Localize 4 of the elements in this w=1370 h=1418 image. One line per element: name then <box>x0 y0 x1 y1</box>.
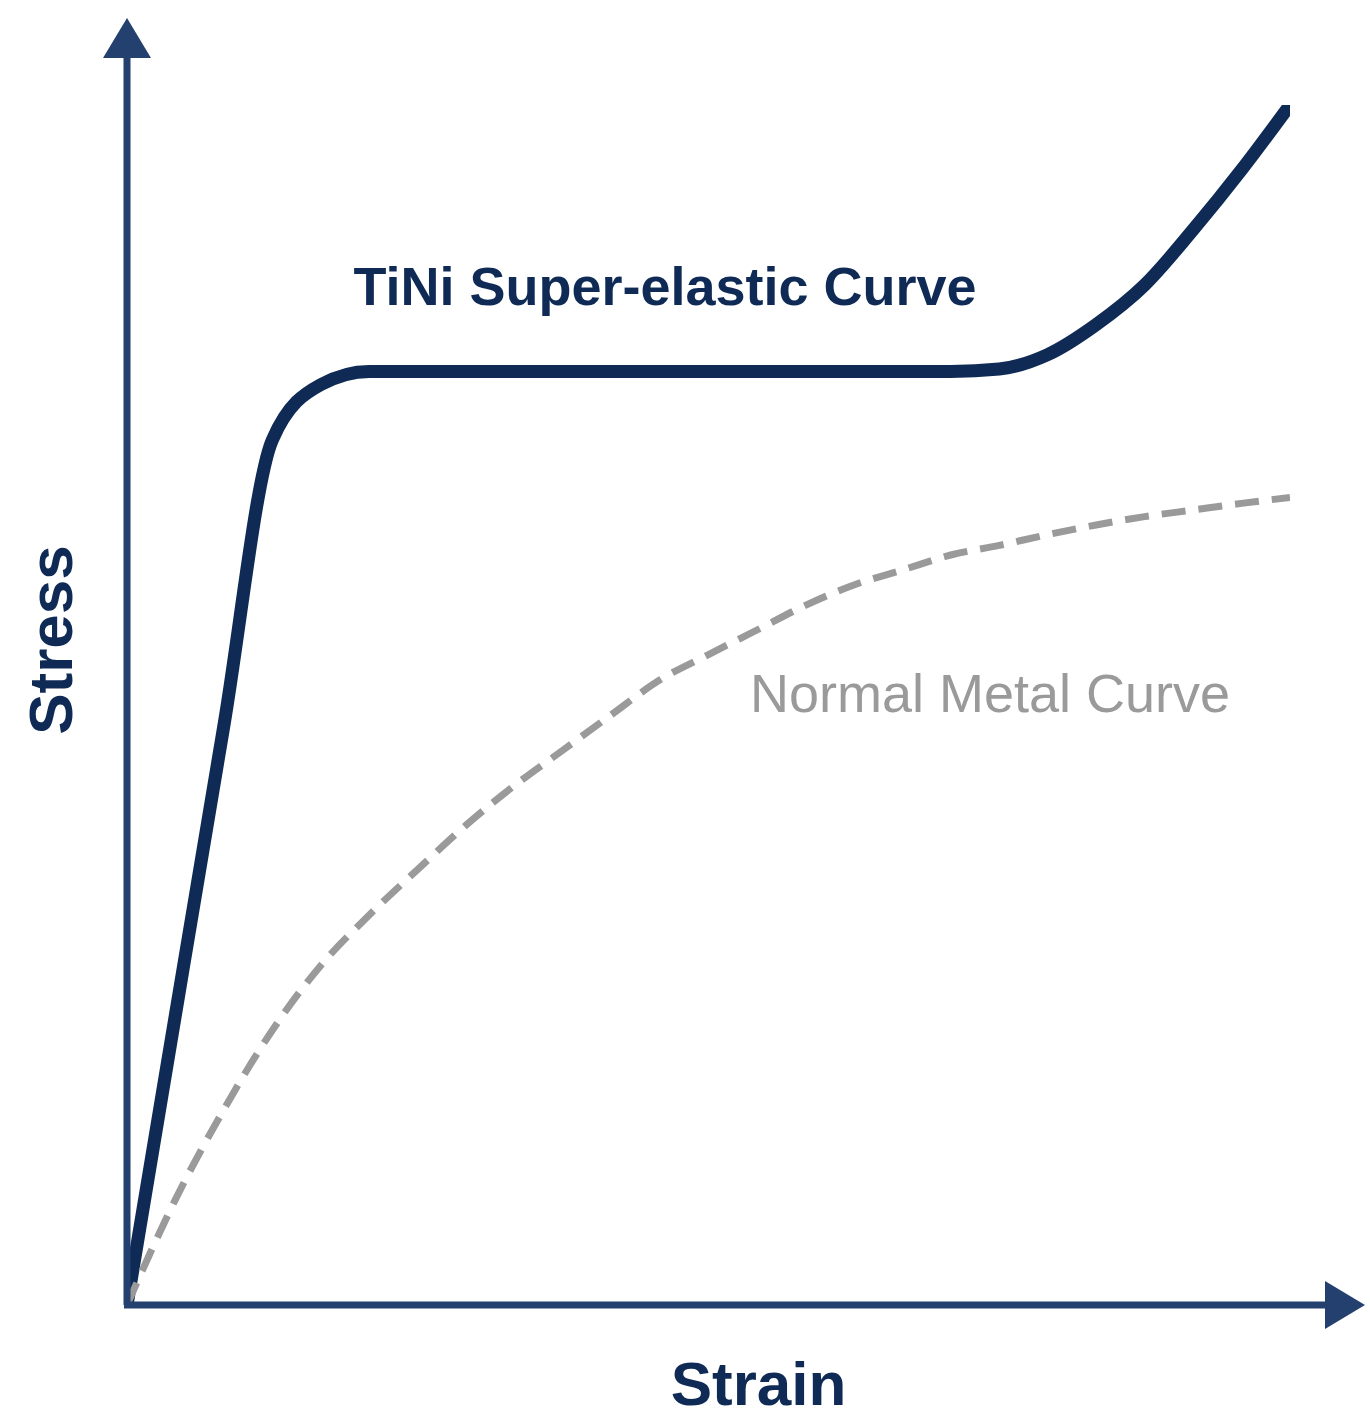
series-label: TiNi Super-elastic Curve <box>353 256 977 316</box>
x-axis-title: Strain <box>670 1349 847 1418</box>
series-label: Normal Metal Curve <box>749 663 1231 723</box>
y-axis-title: Stress <box>16 545 85 735</box>
